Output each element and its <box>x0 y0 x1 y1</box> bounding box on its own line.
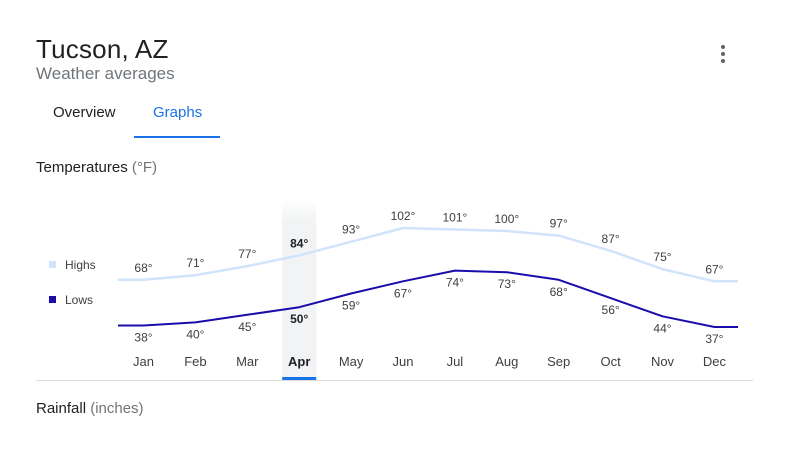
more-vert-icon[interactable] <box>708 40 738 70</box>
month-tick-label: Feb <box>184 354 206 369</box>
rainfall-title: Rainfall <box>36 400 87 417</box>
month-tick-label: Oct <box>600 354 621 369</box>
month-tick-label: May <box>339 354 364 369</box>
month-tick-label: Mar <box>236 354 259 369</box>
lows-data-label: 44° <box>653 321 671 335</box>
highs-data-label: 75° <box>653 250 671 264</box>
tab-graphs[interactable]: Graphs <box>153 104 203 121</box>
tab-selected-indicator <box>134 136 220 138</box>
highs-data-label: 100° <box>494 212 519 226</box>
rainfall-heading: Rainfall (inches) <box>36 400 144 417</box>
temperatures-unit: (°F) <box>131 159 158 176</box>
lows-data-label: 74° <box>446 276 464 290</box>
lows-data-label: 56° <box>602 303 620 317</box>
legend-highs-swatch <box>49 261 56 268</box>
rainfall-unit: (inches) <box>90 400 144 417</box>
lows-data-label: 68° <box>550 285 568 299</box>
legend-highs-label: Highs <box>65 258 96 272</box>
highs-data-label: 71° <box>186 256 204 270</box>
highs-data-label: 102° <box>391 209 416 223</box>
lows-data-label: 59° <box>342 298 360 312</box>
temperatures-title: Temperatures <box>36 159 128 176</box>
highs-data-label: 97° <box>550 217 568 231</box>
tab-overview[interactable]: Overview <box>53 104 116 121</box>
lows-data-label: 73° <box>498 277 516 291</box>
highs-data-label: 77° <box>238 247 256 261</box>
month-tick-label: Jul <box>447 354 464 369</box>
lows-data-label: 37° <box>705 332 723 346</box>
month-tick-label: Apr <box>288 354 310 369</box>
page-title: Tucson, AZ <box>36 34 169 64</box>
section-divider <box>36 380 753 381</box>
selected-month-band <box>282 200 317 380</box>
lows-data-label: 38° <box>134 330 152 344</box>
month-tick-label: Dec <box>703 354 727 369</box>
legend-lows-label: Lows <box>65 293 94 307</box>
legend-highs: Highs <box>49 258 96 272</box>
temperatures-heading: Temperatures (°F) <box>36 159 157 176</box>
lows-data-label: 50° <box>290 312 308 326</box>
lows-data-label: 45° <box>238 320 256 334</box>
page-subtitle: Weather averages <box>36 64 175 83</box>
highs-data-label: 68° <box>134 261 152 275</box>
month-tick-label: Sep <box>547 354 570 369</box>
lows-data-label: 67° <box>394 286 412 300</box>
series-highs-line <box>118 226 738 283</box>
legend-lows: Lows <box>49 293 93 307</box>
series-lows-line <box>118 269 738 328</box>
menu-dot <box>721 45 725 49</box>
highs-data-label: 93° <box>342 223 360 237</box>
highs-data-label: 87° <box>602 232 620 246</box>
highs-data-label: 101° <box>442 211 467 225</box>
menu-dot <box>721 59 725 63</box>
highs-data-label: 67° <box>705 262 723 276</box>
month-tick-label: Jun <box>393 354 414 369</box>
highs-data-label: 84° <box>290 236 308 250</box>
legend-lows-swatch <box>49 296 56 303</box>
lows-data-label: 40° <box>186 327 204 341</box>
menu-dot <box>721 52 725 56</box>
selected-month-indicator <box>282 377 317 380</box>
month-tick-label: Aug <box>495 354 518 369</box>
month-tick-label: Jan <box>133 354 154 369</box>
month-tick-label: Nov <box>651 354 675 369</box>
